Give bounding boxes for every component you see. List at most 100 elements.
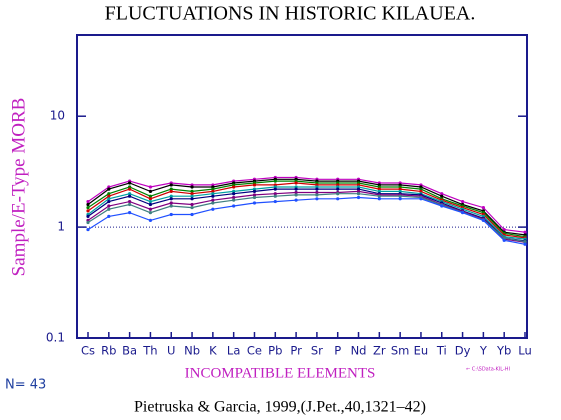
series-marker bbox=[148, 189, 153, 193]
x-tick-label: Sm bbox=[391, 344, 410, 358]
series-marker bbox=[86, 202, 90, 207]
series-marker bbox=[440, 204, 444, 208]
series-marker bbox=[169, 189, 173, 193]
series-marker bbox=[107, 204, 111, 208]
series-marker bbox=[315, 187, 319, 191]
x-tick-label: Y bbox=[479, 344, 488, 358]
series-marker bbox=[294, 187, 298, 191]
series-marker bbox=[169, 187, 173, 191]
series-marker bbox=[523, 230, 527, 234]
chart-title: FLUCTUATIONS IN HISTORIC KILAUEA. bbox=[105, 3, 476, 25]
series-marker bbox=[86, 214, 90, 218]
series-marker bbox=[107, 197, 111, 201]
series-line bbox=[87, 196, 526, 245]
series-marker bbox=[128, 187, 132, 191]
series-marker bbox=[148, 207, 153, 211]
x-tick-label: Ce bbox=[247, 344, 262, 358]
series-marker bbox=[398, 197, 402, 201]
x-tick-label: La bbox=[227, 344, 240, 358]
footer: Pietruska & Garcia, 1999,(J.Pet.,40,1321… bbox=[134, 399, 426, 416]
series-line bbox=[87, 190, 526, 243]
series-marker bbox=[148, 211, 153, 215]
series-marker bbox=[294, 190, 298, 195]
series-marker bbox=[252, 201, 257, 205]
series-marker bbox=[273, 192, 277, 196]
series-marker bbox=[148, 218, 153, 222]
series-marker bbox=[190, 192, 194, 196]
series-marker bbox=[107, 194, 111, 198]
x-axis-label: INCOMPATIBLE ELEMENTS bbox=[185, 365, 376, 381]
series-marker bbox=[356, 187, 361, 191]
series-marker bbox=[336, 187, 340, 191]
series-marker bbox=[440, 194, 444, 198]
series-marker bbox=[232, 189, 236, 193]
series-marker bbox=[336, 197, 340, 201]
file-note: ← C:\SData-KIL-HI bbox=[466, 367, 510, 373]
x-tick-label: Eu bbox=[414, 344, 429, 358]
x-tick-label: Dy bbox=[455, 344, 471, 358]
series-marker bbox=[107, 187, 111, 191]
series-marker bbox=[419, 197, 423, 201]
series-marker bbox=[148, 202, 153, 207]
series-marker bbox=[190, 194, 194, 198]
series-marker bbox=[356, 189, 361, 193]
series-marker bbox=[211, 207, 215, 211]
series-marker bbox=[107, 192, 111, 196]
series-marker bbox=[169, 194, 173, 198]
y-tick-label: 0.1 bbox=[46, 331, 65, 345]
series-marker bbox=[294, 181, 298, 185]
series-marker bbox=[211, 201, 215, 205]
x-tick-label: K bbox=[209, 344, 217, 358]
series-marker bbox=[273, 194, 277, 198]
series-marker bbox=[169, 183, 173, 187]
series-marker bbox=[190, 189, 194, 193]
x-tick-label: Ti bbox=[436, 344, 447, 358]
y-tick-label: 1 bbox=[57, 220, 65, 234]
series-marker bbox=[86, 199, 90, 204]
x-tick-label: Lu bbox=[518, 344, 532, 358]
y-tick-label: 10 bbox=[50, 109, 65, 123]
series-marker bbox=[315, 193, 319, 197]
series-marker bbox=[86, 209, 90, 213]
x-tick-label: Zr bbox=[373, 344, 386, 358]
series-marker bbox=[252, 193, 257, 197]
series-marker bbox=[107, 214, 111, 218]
x-tick-label: Pb bbox=[268, 344, 282, 358]
series-line bbox=[87, 193, 526, 243]
series-marker bbox=[211, 189, 215, 193]
series-marker bbox=[190, 212, 194, 217]
series-marker bbox=[128, 202, 132, 207]
series-marker bbox=[502, 227, 506, 232]
series-marker bbox=[440, 192, 444, 196]
series-marker bbox=[481, 218, 485, 222]
series-marker bbox=[294, 193, 298, 197]
series-marker bbox=[169, 204, 173, 208]
series-marker bbox=[86, 205, 90, 210]
series-marker bbox=[190, 202, 194, 207]
series-marker bbox=[523, 240, 527, 244]
series-marker bbox=[336, 192, 340, 196]
series-marker bbox=[148, 199, 153, 204]
series-marker bbox=[190, 197, 194, 201]
series-marker bbox=[148, 194, 153, 198]
series-marker bbox=[460, 199, 465, 204]
series-marker bbox=[211, 192, 215, 196]
x-tick-label: Cs bbox=[81, 344, 95, 358]
plot-frame bbox=[76, 34, 528, 339]
x-tick-label: Pr bbox=[290, 344, 302, 358]
series-marker bbox=[377, 194, 381, 198]
series-line bbox=[87, 180, 526, 238]
count-label: N= 43 bbox=[5, 378, 46, 393]
series-marker bbox=[169, 212, 173, 217]
series-marker bbox=[252, 187, 257, 191]
x-tick-label: Yb bbox=[496, 344, 511, 358]
x-tick-label: Nb bbox=[184, 344, 200, 358]
x-tick-label: Sr bbox=[311, 344, 323, 358]
series-marker bbox=[169, 197, 173, 201]
x-tick-label: P bbox=[334, 344, 341, 358]
series-marker bbox=[252, 189, 257, 193]
series-marker bbox=[128, 194, 132, 198]
series-marker bbox=[128, 199, 132, 204]
series-marker bbox=[273, 187, 277, 191]
series-line bbox=[87, 186, 526, 240]
